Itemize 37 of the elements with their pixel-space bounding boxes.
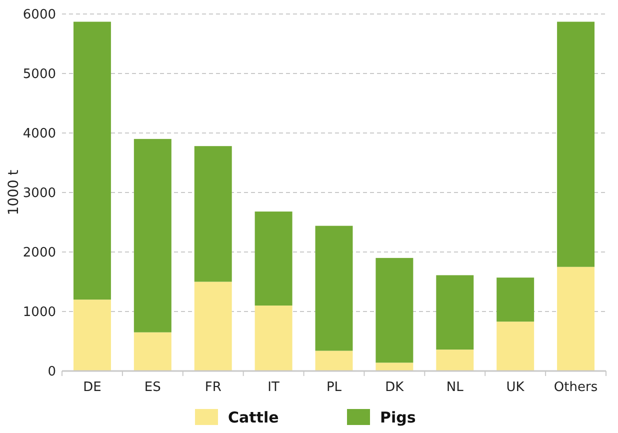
bar	[436, 275, 474, 350]
x-tick-label: PL	[326, 380, 342, 395]
legend-label: Pigs	[380, 408, 416, 426]
x-tick-label: IT	[268, 380, 280, 395]
x-tick-label: FR	[204, 380, 222, 395]
x-tick-label: UK	[506, 380, 525, 395]
y-tick-label: 2000	[22, 246, 56, 261]
y-tick-label: 4000	[22, 126, 56, 142]
bar	[496, 278, 534, 322]
x-tick-label: NL	[446, 380, 464, 395]
y-axis-title: 1000 t	[6, 169, 22, 216]
x-tick-label: DE	[83, 380, 102, 395]
bar	[194, 282, 232, 371]
bar	[134, 332, 172, 371]
bar	[376, 362, 414, 371]
y-tick-label: 1000	[22, 305, 56, 320]
bar	[315, 226, 353, 351]
bar	[134, 138, 172, 332]
x-tick-label: DK	[385, 380, 404, 395]
bar	[73, 300, 111, 371]
legend-label: Cattle	[228, 408, 279, 426]
bar	[436, 350, 474, 371]
bar	[376, 258, 414, 363]
bar	[254, 306, 292, 371]
y-tick-label: 0	[48, 364, 56, 380]
bar	[194, 146, 232, 282]
y-tick-label: 6000	[22, 8, 56, 23]
bar	[254, 212, 292, 306]
x-tick-label: ES	[144, 380, 161, 395]
y-tick-label: 5000	[22, 67, 56, 82]
y-tick-label: 3000	[22, 186, 56, 202]
bar	[315, 350, 353, 371]
bar	[73, 22, 111, 300]
x-tick-label: Others	[554, 380, 598, 395]
bar	[557, 22, 595, 267]
bar	[496, 322, 534, 371]
bar	[557, 266, 595, 371]
